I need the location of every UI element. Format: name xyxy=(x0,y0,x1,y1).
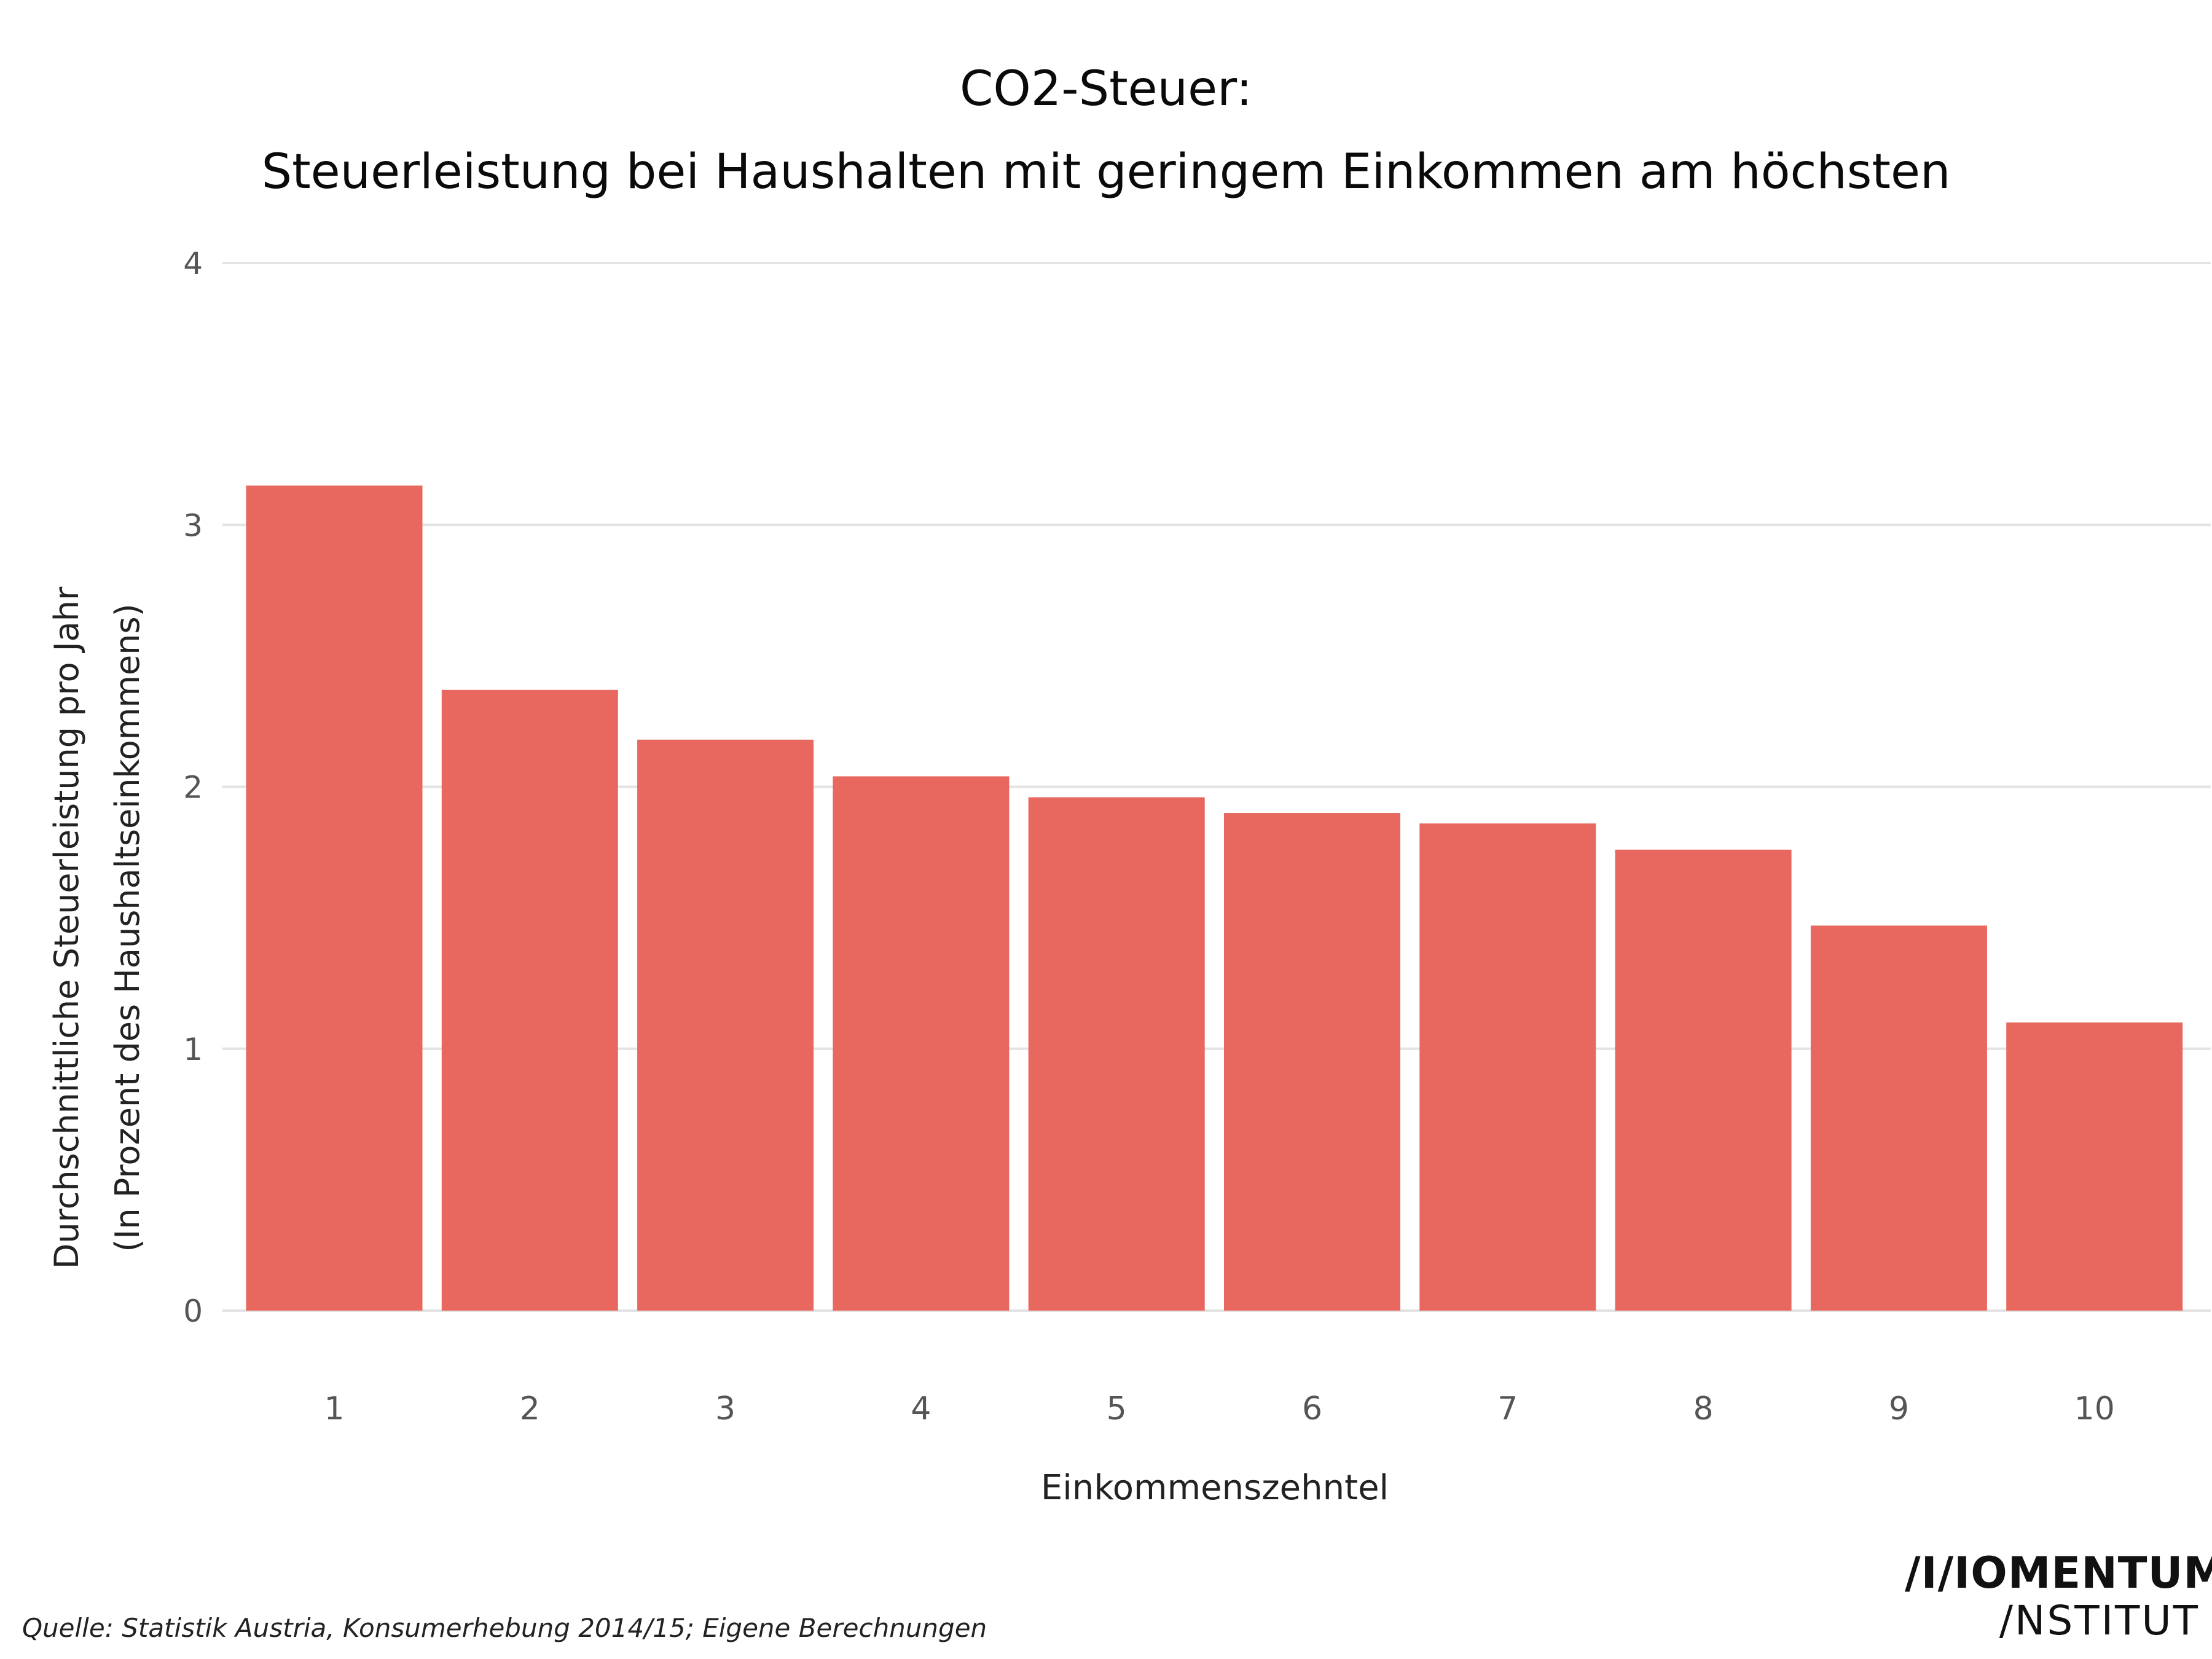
bar-8 xyxy=(1615,849,1792,1311)
logo-line1: /I/IOMENTUM xyxy=(1905,1548,2212,1598)
bar-1 xyxy=(246,485,423,1311)
x-tick-label: 8 xyxy=(1693,1390,1714,1427)
bar-4 xyxy=(833,776,1010,1311)
x-tick-label: 6 xyxy=(1302,1390,1322,1427)
logo-line2: /NSTITUT xyxy=(1999,1597,2200,1644)
x-tick-label: 9 xyxy=(1889,1390,1909,1427)
bar-7 xyxy=(1419,823,1596,1311)
x-tick-label: 2 xyxy=(520,1390,540,1427)
bar-2 xyxy=(441,689,618,1311)
x-axis-label: Einkommenszehntel xyxy=(1041,1468,1389,1508)
y-tick-label: 2 xyxy=(183,770,203,806)
y-axis-label-line2: (In Prozent des Haushaltseinkommens) xyxy=(108,603,147,1252)
x-tick-label: 3 xyxy=(715,1390,735,1427)
chart-subtitle: Steuerleistung bei Haushalten mit gering… xyxy=(261,144,1951,200)
chart-title: CO2-Steuer: xyxy=(959,61,1253,117)
y-tick-labels: 0 1 2 3 4 xyxy=(183,246,203,1329)
y-tick-label: 1 xyxy=(183,1032,203,1067)
x-tick-label: 7 xyxy=(1497,1390,1518,1427)
bar-5 xyxy=(1028,797,1205,1311)
momentum-institut-logo: /I/IOMENTUM /NSTITUT xyxy=(1905,1548,2212,1644)
bars xyxy=(246,485,2183,1311)
x-tick-label: 4 xyxy=(911,1390,931,1427)
x-tick-label: 10 xyxy=(2074,1390,2115,1427)
y-tick-label: 0 xyxy=(183,1293,203,1329)
y-tick-label: 4 xyxy=(183,246,203,281)
bar-6 xyxy=(1224,813,1400,1311)
x-tick-labels: 1 2 3 4 5 6 7 8 9 10 xyxy=(324,1390,2114,1427)
y-axis-label-line1: Durchschnittliche Steuerleistung pro Jah… xyxy=(47,586,86,1269)
source-note: Quelle: Statistik Austria, Konsumerhebun… xyxy=(22,1613,987,1643)
x-tick-label: 5 xyxy=(1107,1390,1127,1427)
bar-9 xyxy=(1810,925,1987,1311)
x-tick-label: 1 xyxy=(324,1390,344,1427)
bar-10 xyxy=(2006,1022,2183,1311)
y-tick-label: 3 xyxy=(183,508,203,543)
bar-3 xyxy=(637,739,814,1311)
